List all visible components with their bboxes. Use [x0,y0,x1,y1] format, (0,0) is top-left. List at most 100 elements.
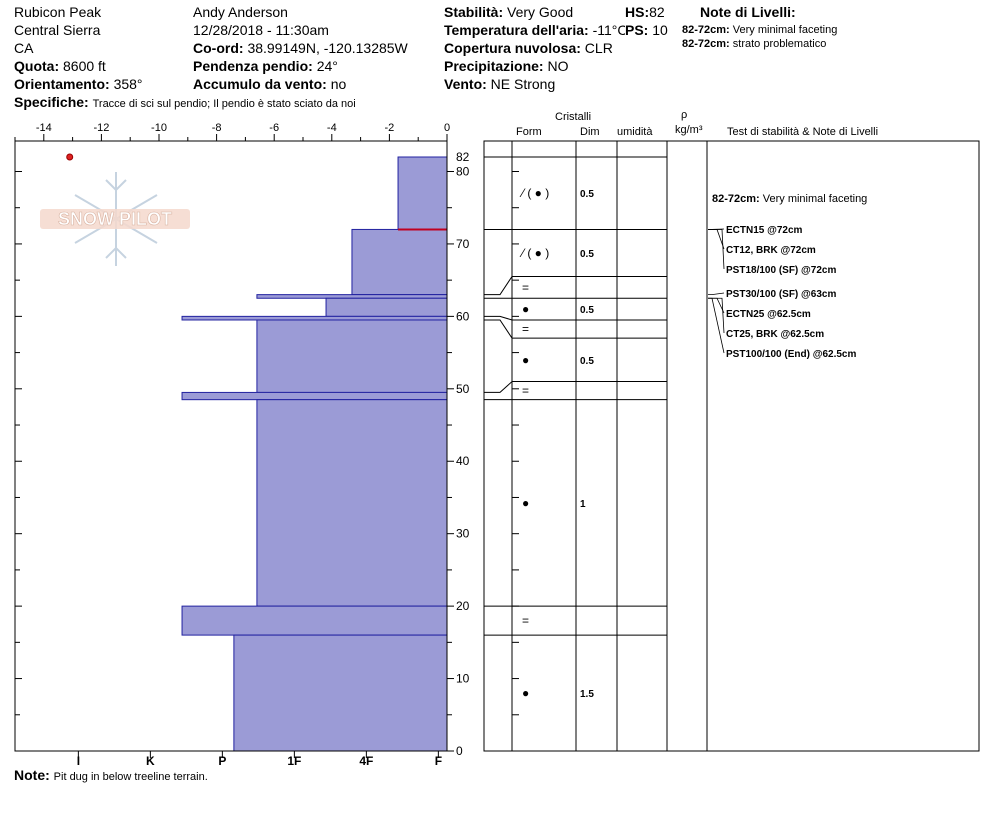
hs-value: 82 [649,4,665,20]
crystals-header: Cristalli [555,111,592,123]
layer-note-1-text: Very minimal faceting [732,24,838,36]
hardness-bar [397,156,448,230]
layer-connector [484,315,513,321]
logo-text: SNOW PILOT [58,209,172,229]
profile-frame [14,140,448,752]
layer-table: ⁄ ( ● ) 0.5 ⁄ ( ● ) 0.5 = ● 0.5 = ● 0.5 = ● 1 = ● 1.5 [484,156,667,752]
ps: PS: 10 [625,22,670,38]
hardness-bar [181,391,448,401]
depth-tick-label: 20 [456,599,470,613]
hardness-bar [233,634,448,752]
aspect-value: 358° [113,76,143,92]
layer-note-2-text: strato problematico [732,38,827,50]
temp-tick-label: -6 [269,122,279,134]
precip-value: NO [547,58,569,74]
temperature-points [66,153,74,161]
stability: Stabilità: Very Good [444,4,573,20]
temperature-point [66,153,74,161]
hardness-profile [181,156,448,752]
coordinates: Co-ord: 38.99149N, -120.13285W [193,40,408,56]
stability-test-label: PST30/100 (SF) @63cm [726,289,836,300]
wind-loading: Accumulo da vento: no [193,76,346,92]
layer-note-1: 82-72cm: Very minimal faceting [682,24,837,37]
hardness-bar [256,319,448,393]
layer-table-frame [483,140,980,752]
hardness-tick-label: 1F [287,754,301,768]
test-leader [708,297,725,314]
layer-size: 0.5 [580,189,594,200]
layer-size: 1.5 [580,689,594,700]
test-leader [708,229,725,270]
wind-loading-label: Accumulo da vento: [193,76,327,92]
form-header: Form [516,126,542,138]
layer-size: 1 [580,499,586,510]
layer-notes-title: Note di Livelli: [700,4,796,20]
note-value: Pit dug in below treeline terrain. [53,771,208,783]
layer-form: ● [522,353,529,367]
layer-note-2: 82-72cm: strato problematico [682,38,826,51]
hardness-bar [181,605,448,636]
depth-tick-label: 82 [456,150,470,164]
stability-test-label: ECTN25 @62.5cm [726,309,811,320]
depth-tick-label: 40 [456,454,470,468]
density-symbol: ρ [681,109,688,121]
wind: Vento: NE Strong [444,76,555,92]
elevation: Quota: 8600 ft [14,58,106,74]
cloud-value: CLR [584,40,613,56]
air-temp-label: Temperatura dell'aria: [444,22,589,38]
layer-size: 0.5 [580,305,594,316]
state: CA [14,40,34,56]
datetime: 12/28/2018 - 11:30am [193,22,329,38]
hardness-bar [256,399,448,607]
ps-label: PS: [625,22,649,38]
hardness-axis: I K P 1F 4F F [77,751,442,768]
layer-connector [484,276,513,296]
stability-label: Stabilità: [444,4,504,20]
stability-test-label: CT25, BRK @62.5cm [726,329,824,340]
range: Central Sierra [14,22,101,38]
specifics-value: Tracce di sci sul pendio; Il pendio è st… [92,98,356,110]
elevation-label: Quota: [14,58,60,74]
depth-tick-label: 80 [456,164,470,178]
depth-tick-label: 60 [456,309,470,323]
depth-tick-label: 70 [456,237,470,251]
temp-tick-label: -12 [93,122,109,134]
slope-value: 24° [316,58,338,74]
layer-note-2-range: 82-72cm: [682,38,730,50]
aspect-label: Orientamento: [14,76,110,92]
specifics: Specifiche: Tracce di sci sul pendio; Il… [14,94,356,111]
temp-tick-label: 0 [444,122,450,134]
layer-form: = [522,280,529,294]
test-leader [708,297,725,334]
wind-label: Vento: [444,76,487,92]
layer-form: ⁄ ( ● ) [519,246,549,260]
test-leader [708,229,725,250]
layer-note-annotation: 82-72cm: Very minimal faceting [712,193,867,205]
stability-test-label: ECTN15 @72cm [726,225,803,236]
layer-form: ● [522,302,529,316]
temp-tick-label: -14 [36,122,52,134]
stability-test-label: CT12, BRK @72cm [726,245,816,256]
note-label: Note: [14,767,50,783]
test-leader [708,297,725,354]
layer-form: = [522,384,529,398]
density-unit: kg/m³ [675,124,703,136]
slope: Pendenza pendio: 24° [193,58,338,74]
stability-test-label: PST100/100 (End) @62.5cm [726,349,856,360]
hardness-bar [325,297,448,317]
observer: Andy Anderson [193,4,288,20]
wind-loading-value: no [330,76,347,92]
cloud-cover: Copertura nuvolosa: CLR [444,40,613,56]
hardness-tick-label: F [435,754,442,768]
temp-tick-label: -8 [212,122,222,134]
wind-value: NE Strong [490,76,556,92]
layer-form: = [522,322,529,336]
hardness-tick-label: K [146,754,155,768]
depth-tick-label: 50 [456,382,470,396]
location: Rubicon Peak [14,4,102,20]
test-leader [708,292,725,296]
layer-form: ⁄ ( ● ) [519,186,549,200]
depth-tick-label: 0 [456,744,463,758]
